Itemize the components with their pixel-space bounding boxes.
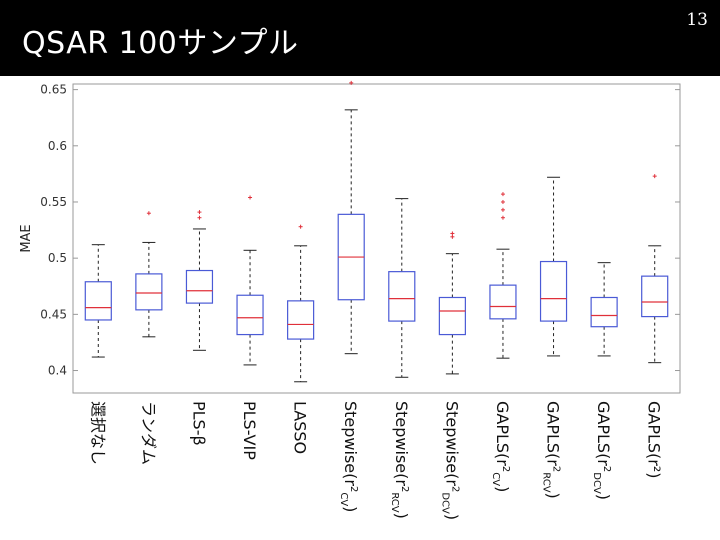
slide-title: QSAR 100サンプル	[22, 26, 299, 61]
x-category-label: GAPLS(r²)	[645, 401, 664, 479]
box	[539, 260, 568, 322]
y-tick-label: 0.45	[40, 307, 67, 321]
y-tick-label: 0.65	[40, 83, 67, 97]
box	[84, 281, 112, 321]
box	[438, 296, 466, 336]
box	[489, 284, 517, 320]
y-tick-label: 0.4	[48, 364, 67, 378]
y-tick-label: 0.55	[40, 195, 67, 209]
x-category-label: GAPLS(r2DCV)	[591, 401, 613, 500]
x-category-label: Stepwise(r2RCV)	[389, 401, 411, 519]
box	[236, 294, 264, 336]
x-category-label: PLS-VIP	[240, 401, 259, 460]
y-tick-label: 0.5	[48, 251, 67, 265]
box	[135, 273, 163, 311]
boxplot-chart: 0.4 0.45 0.5 0.55 0.6 0.65 MAE 選択なし ランダム PLS-β PLS…	[19, 80, 681, 520]
y-tick-label: 0.6	[48, 139, 67, 153]
x-category-label: LASSO	[291, 401, 310, 454]
box	[641, 275, 669, 318]
x-category-label: 選択なし	[88, 401, 107, 465]
x-category-label: ランダム	[139, 401, 158, 465]
box	[185, 269, 214, 304]
slide-title-bar: QSAR 100サンプル 13	[0, 0, 720, 76]
box	[590, 296, 618, 328]
x-category-label: Stepwise(r2CV)	[338, 401, 360, 512]
box	[388, 271, 416, 322]
x-category-label: Stepwise(r2DCV)	[439, 401, 461, 520]
box	[287, 300, 315, 340]
x-category-label: GAPLS(r2RCV)	[541, 401, 563, 499]
plot-frame	[72, 83, 681, 394]
page-number: 13	[686, 10, 708, 30]
x-category-label: GAPLS(r2CV)	[490, 401, 512, 492]
x-category-label: PLS-β	[189, 401, 208, 446]
y-axis-label: MAE	[19, 224, 34, 252]
